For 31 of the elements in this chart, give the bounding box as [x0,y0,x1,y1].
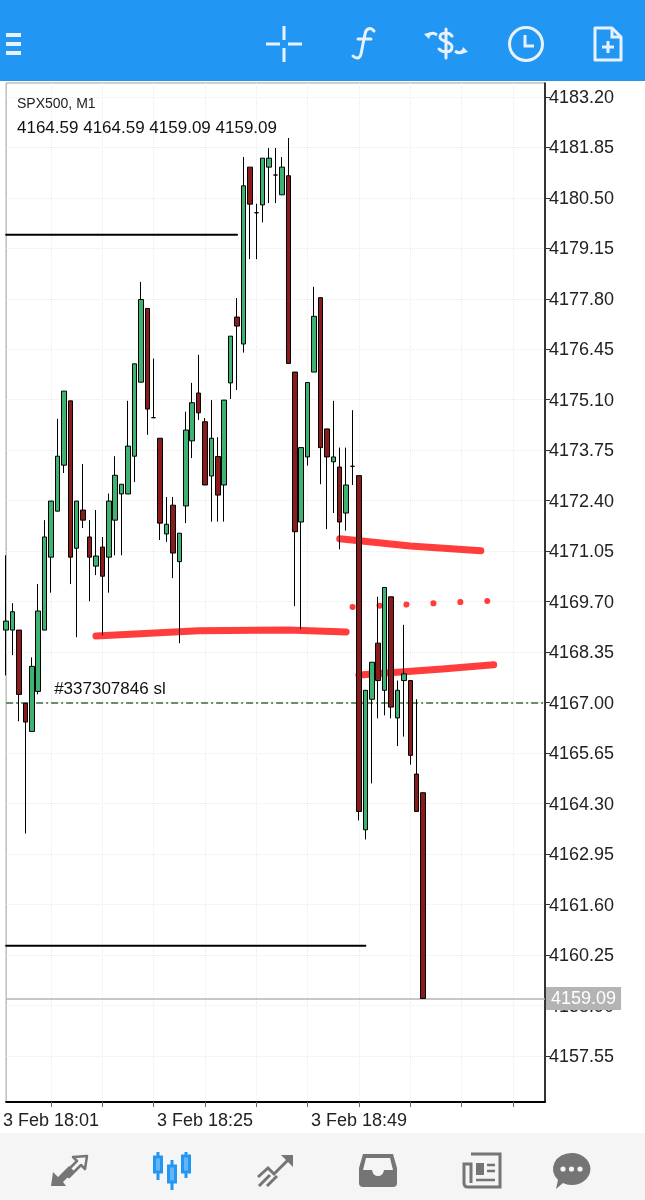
y-tick-label: 4157.55 [549,1046,615,1066]
y-tick-label: 4175.10 [549,389,615,410]
y-tick-label: 4181.85 [549,137,615,158]
x-tick-label: 3 Feb 18:49 [310,1110,407,1130]
y-tick-label: 4183.20 [549,86,615,107]
y-tick-label: 4161.60 [549,894,615,915]
ref-line-label: 4159.09 [551,988,617,1009]
y-tick-label: 4167.00 [549,692,615,713]
ref-line-label: #337307846 sl [54,678,166,698]
text: 4164.59 4164.59 4159.09 4159.09 [17,118,277,137]
text: SPX500, M1 [17,95,96,111]
y-tick-label: 4172.40 [549,490,615,511]
candlestick [350,409,355,486]
candlestick [254,203,259,260]
y-tick-label: 4162.95 [549,844,615,865]
candlestick [151,358,156,419]
y-tick-label: 4171.05 [549,541,615,562]
y-tick-label: 4169.70 [549,591,615,612]
y-tick-label: 4173.75 [549,440,615,461]
y-tick-label: 4176.45 [549,339,615,360]
candlestick [157,437,163,541]
y-tick-label: 4160.25 [549,945,615,966]
candlestick [228,335,233,400]
y-tick-label: 4164.30 [549,793,615,814]
y-tick-label: 4165.65 [549,743,615,764]
x-tick-label: 3 Feb 18:25 [156,1110,254,1130]
x-tick-label: 3 Feb 18:01 [3,1110,100,1130]
y-tick-label: 4177.80 [549,288,615,309]
y-tick-label: 4180.50 [549,187,615,208]
y-tick-label: 4168.35 [549,642,615,663]
y-tick-label: 4179.15 [549,238,615,259]
